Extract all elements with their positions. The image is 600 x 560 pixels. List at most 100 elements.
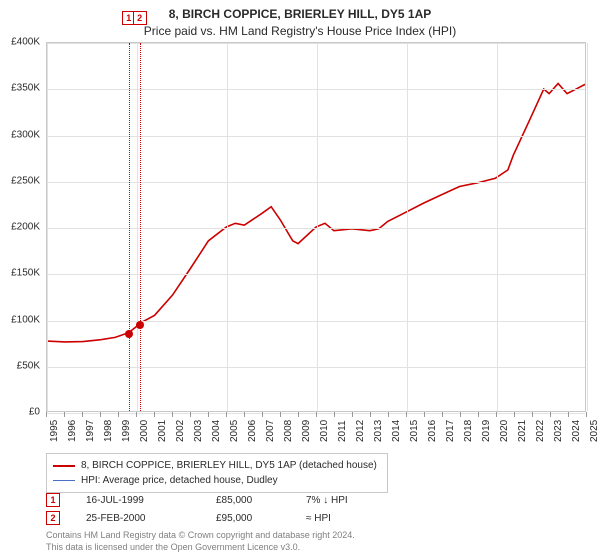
legend-item: HPI: Average price, detached house, Dudl… [53, 473, 377, 488]
x-tick [334, 412, 335, 417]
title-sub: Price paid vs. HM Land Registry's House … [144, 24, 456, 38]
x-tick [406, 412, 407, 417]
plot-area: 12 [46, 42, 586, 412]
x-axis: 1995 1996 1997 1998 1999 2000 2001 2002 2003 2004… [46, 412, 586, 452]
x-tick-label: 2025 [589, 420, 600, 442]
gridline-horizontal [47, 182, 585, 183]
x-tick [532, 412, 533, 417]
x-tick-label: 2009 [301, 420, 312, 442]
x-tick [226, 412, 227, 417]
x-tick [154, 412, 155, 417]
series-line [47, 83, 585, 341]
y-tick-label: £300K [11, 129, 40, 140]
x-tick-label: 2015 [409, 420, 420, 442]
x-tick-label: 2000 [139, 420, 150, 442]
x-tick [316, 412, 317, 417]
x-tick-label: 2004 [211, 420, 222, 442]
x-tick [136, 412, 137, 417]
x-tick [64, 412, 65, 417]
y-tick-label: £50K [17, 360, 40, 371]
gridline-horizontal [47, 136, 585, 137]
y-tick-label: £0 [29, 407, 40, 418]
line-series [47, 43, 585, 411]
gridline-vertical [407, 43, 408, 411]
x-tick [208, 412, 209, 417]
gridline-vertical [497, 43, 498, 411]
sale-point [125, 330, 133, 338]
x-tick-label: 1995 [49, 420, 60, 442]
x-tick [586, 412, 587, 417]
sale-point [136, 321, 144, 329]
x-tick [514, 412, 515, 417]
x-tick-label: 1996 [67, 420, 78, 442]
legend: 8, BIRCH COPPICE, BRIERLEY HILL, DY5 1AP… [46, 453, 388, 493]
sale-row-date: 25-FEB-2000 [86, 513, 216, 524]
y-tick-label: £150K [11, 268, 40, 279]
x-tick-label: 2014 [391, 420, 402, 442]
x-tick-label: 2017 [445, 420, 456, 442]
x-tick-label: 2012 [355, 420, 366, 442]
gridline-horizontal [47, 89, 585, 90]
sale-table: 116-JUL-1999£85,0007% ↓ HPI225-FEB-2000£… [46, 491, 586, 527]
x-tick [496, 412, 497, 417]
x-tick-label: 2018 [463, 420, 474, 442]
y-tick-label: £250K [11, 175, 40, 186]
gridline-vertical [587, 43, 588, 411]
legend-swatch [53, 465, 75, 467]
x-tick [442, 412, 443, 417]
sale-row-marker: 1 [46, 493, 60, 507]
x-tick-label: 1999 [121, 420, 132, 442]
gridline-horizontal [47, 321, 585, 322]
chart-container: 8, BIRCH COPPICE, BRIERLEY HILL, DY5 1AP… [0, 0, 600, 560]
x-tick-label: 2016 [427, 420, 438, 442]
x-tick [262, 412, 263, 417]
y-axis: £0£50K£100K£150K£200K£250K£300K£350K£400… [0, 42, 44, 412]
x-tick [190, 412, 191, 417]
x-tick-label: 2001 [157, 420, 168, 442]
x-tick [460, 412, 461, 417]
x-tick [298, 412, 299, 417]
x-tick [568, 412, 569, 417]
y-tick-label: £200K [11, 222, 40, 233]
y-tick-label: £400K [11, 37, 40, 48]
x-tick [352, 412, 353, 417]
sale-row-price: £85,000 [216, 495, 306, 506]
x-tick [172, 412, 173, 417]
x-tick-label: 2024 [571, 420, 582, 442]
x-tick [388, 412, 389, 417]
sale-row-pct: 7% ↓ HPI [306, 495, 386, 506]
gridline-horizontal [47, 228, 585, 229]
footer-line-1: Contains HM Land Registry data © Crown c… [46, 530, 355, 540]
gridline-vertical [137, 43, 138, 411]
x-tick-label: 2011 [337, 420, 348, 442]
x-tick-label: 1998 [103, 420, 114, 442]
sale-trace-line [129, 43, 130, 411]
x-tick [118, 412, 119, 417]
x-tick [280, 412, 281, 417]
footer-licence: Contains HM Land Registry data © Crown c… [46, 530, 355, 553]
legend-item: 8, BIRCH COPPICE, BRIERLEY HILL, DY5 1AP… [53, 458, 377, 473]
x-tick-label: 2022 [535, 420, 546, 442]
gridline-vertical [47, 43, 48, 411]
x-tick-label: 2008 [283, 420, 294, 442]
x-tick-label: 2019 [481, 420, 492, 442]
x-tick [46, 412, 47, 417]
x-tick [550, 412, 551, 417]
y-tick-label: £100K [11, 314, 40, 325]
sale-row-pct: ≈ HPI [306, 513, 386, 524]
x-tick-label: 1997 [85, 420, 96, 442]
gridline-vertical [227, 43, 228, 411]
sale-row-marker: 2 [46, 511, 60, 525]
x-tick-label: 2007 [265, 420, 276, 442]
sale-marker-label: 2 [133, 11, 147, 25]
x-tick-label: 2010 [319, 420, 330, 442]
x-tick-label: 2021 [517, 420, 528, 442]
sale-row-price: £95,000 [216, 513, 306, 524]
x-tick-label: 2002 [175, 420, 186, 442]
x-tick-label: 2003 [193, 420, 204, 442]
x-tick [478, 412, 479, 417]
gridline-horizontal [47, 43, 585, 44]
x-tick-label: 2013 [373, 420, 384, 442]
gridline-horizontal [47, 367, 585, 368]
chart-title: 8, BIRCH COPPICE, BRIERLEY HILL, DY5 1AP… [0, 0, 600, 40]
